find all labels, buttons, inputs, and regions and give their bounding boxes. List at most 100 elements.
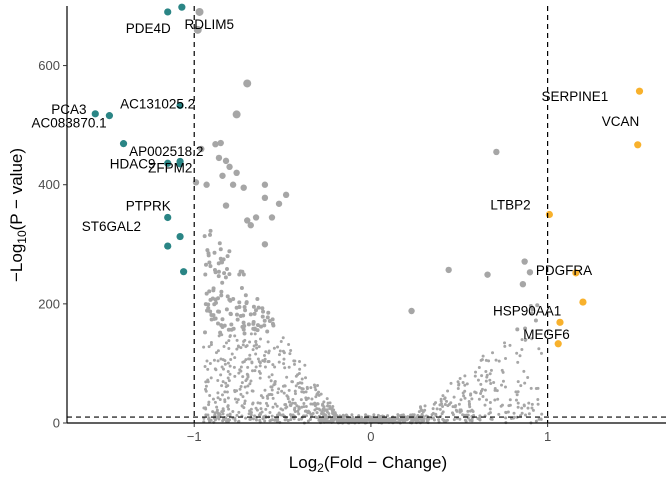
ns-point [514, 390, 518, 394]
ns-point [264, 407, 268, 411]
ns-point [248, 357, 252, 361]
ns-point [344, 418, 348, 422]
ns-point [242, 305, 247, 310]
ns-point [249, 407, 253, 411]
ns-point-large [217, 139, 224, 147]
ns-point [300, 390, 304, 394]
ns-point [239, 285, 244, 290]
ns-point [213, 316, 218, 321]
ns-point-large [261, 194, 269, 202]
ns-point [321, 403, 325, 407]
ns-point [461, 380, 465, 384]
ns-point [243, 399, 247, 403]
ns-point [318, 418, 322, 422]
gene-label-zfpm2: ZFPM2 [148, 160, 192, 175]
ns-point [529, 386, 533, 390]
ns-point [250, 389, 254, 393]
ns-point [251, 348, 255, 352]
ns-point [205, 248, 210, 253]
ns-point [233, 388, 237, 392]
ns-point [300, 377, 304, 381]
ns-point [212, 267, 217, 272]
ns-point [227, 339, 231, 343]
ns-point [487, 359, 491, 363]
ns-point [285, 405, 289, 409]
ns-point [322, 400, 326, 404]
ns-point [292, 359, 296, 363]
ns-point [522, 403, 526, 407]
ns-point [458, 376, 462, 380]
ns-point [246, 384, 250, 388]
ns-point [327, 412, 331, 416]
ns-point [212, 250, 217, 255]
ns-point [522, 369, 526, 373]
ns-point [519, 384, 523, 388]
ns-point [246, 322, 251, 327]
up-point [579, 298, 587, 306]
ns-point [328, 404, 332, 408]
ns-point [470, 408, 474, 412]
ns-point [226, 413, 230, 417]
ns-point [263, 388, 267, 392]
ns-point [321, 407, 325, 411]
ns-point [226, 418, 230, 422]
ns-point [204, 387, 208, 391]
ns-point [260, 314, 265, 319]
ns-point [255, 323, 260, 328]
ns-point [458, 417, 462, 421]
ns-point [237, 345, 241, 349]
ns-point [271, 363, 275, 367]
ns-point [212, 358, 216, 362]
ns-point-large [222, 202, 230, 209]
ns-point [208, 309, 213, 314]
ns-point [302, 405, 306, 409]
ns-point [529, 311, 534, 316]
ns-point [394, 417, 398, 421]
ns-point [442, 418, 446, 422]
ns-point [441, 394, 445, 398]
y-tick-label: 400 [38, 177, 60, 192]
ns-point [485, 375, 489, 379]
gene-label-ap002518-2: AP002518.2 [129, 144, 203, 159]
ns-point [208, 361, 212, 365]
ns-point [330, 407, 334, 411]
ns-point [227, 249, 232, 254]
ns-point [311, 402, 315, 406]
ns-point [249, 379, 253, 383]
ns-point [485, 398, 489, 402]
ns-point [335, 413, 339, 417]
ns-point-large [408, 307, 415, 315]
ns-point [440, 412, 444, 416]
ns-point [247, 412, 251, 416]
ns-point [438, 407, 442, 411]
ns-point [396, 413, 400, 417]
ns-point [432, 402, 436, 406]
ns-point [253, 332, 257, 336]
ns-point [420, 413, 424, 417]
x-tick-label: 0 [367, 429, 374, 444]
ns-point [419, 408, 423, 412]
ns-point [295, 404, 299, 408]
ns-point [315, 402, 319, 406]
ns-point [242, 360, 246, 364]
ns-point-large [526, 269, 534, 276]
ns-point [359, 417, 363, 421]
ns-point [267, 375, 271, 379]
ns-point [528, 304, 533, 309]
ns-point [277, 353, 281, 357]
ns-point [258, 376, 262, 380]
ns-point [414, 420, 418, 424]
ns-point [533, 318, 538, 323]
ns-point [206, 367, 210, 371]
ns-point [216, 296, 221, 301]
ns-point [304, 409, 308, 413]
ns-point [276, 345, 280, 349]
ns-point [202, 406, 206, 410]
ns-point [213, 400, 217, 404]
up-point [556, 318, 564, 326]
ns-point [207, 345, 211, 349]
ns-point [470, 397, 474, 401]
ns-point [254, 343, 258, 347]
ns-point [204, 380, 208, 384]
ns-point [211, 286, 216, 291]
